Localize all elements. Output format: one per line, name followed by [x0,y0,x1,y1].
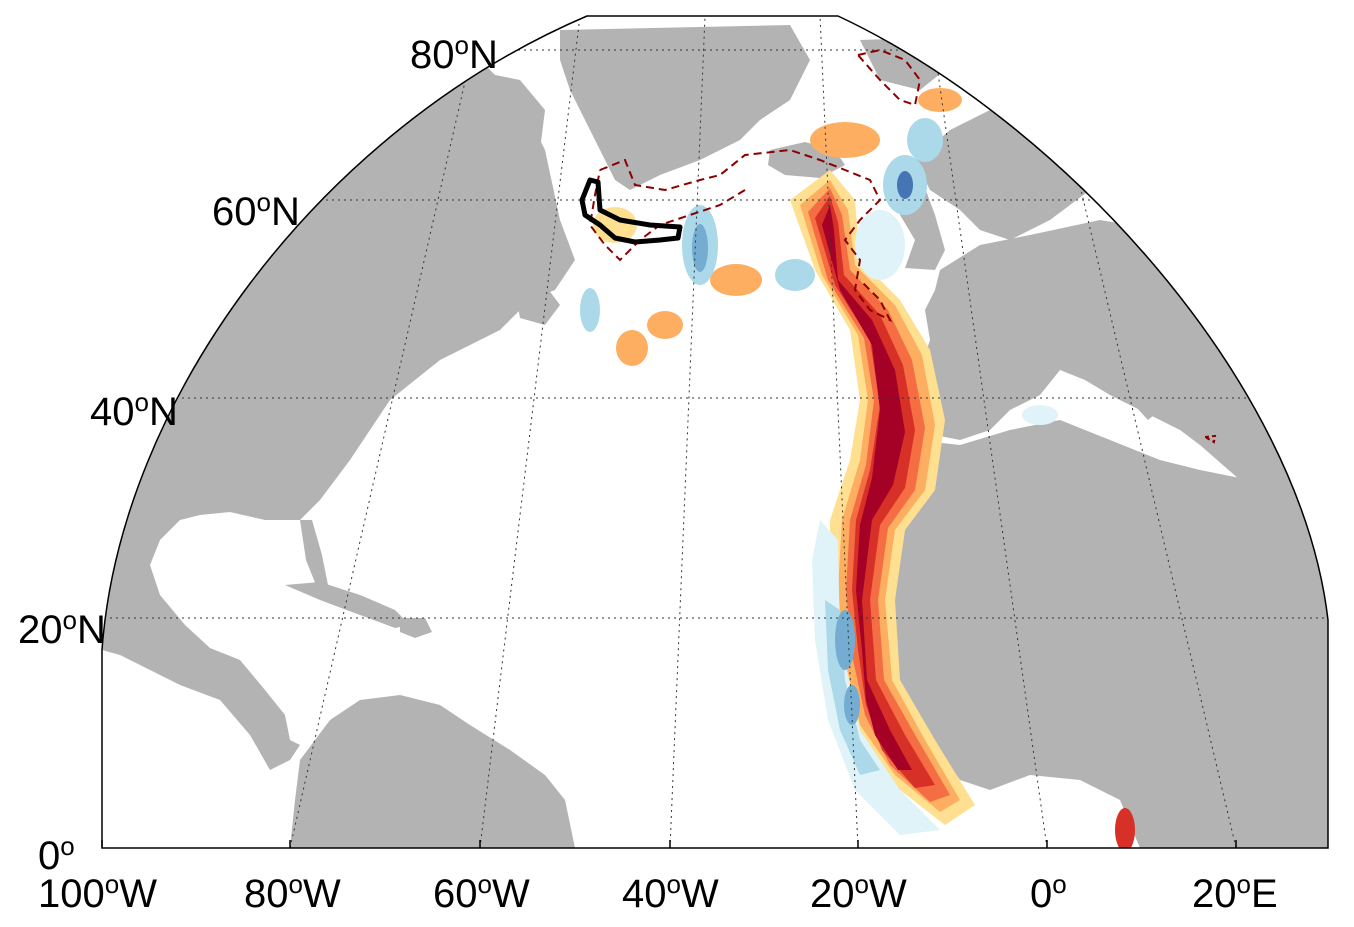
lon-label-60w: 60oW [433,869,530,916]
lat-label-40n: 40oN [90,387,178,434]
lon-label-0: 0o [1030,869,1067,916]
lon-label-80w: 80oW [244,869,341,916]
anomaly-warm-spot-nordic-1 [810,122,880,158]
bottom-ticks [101,840,1237,848]
land-cuba [285,582,410,628]
map-frame [101,15,1329,849]
ocean-gulf-guinea [980,790,1120,848]
anomaly-warm-spot-spg-1 [710,264,762,296]
lon-label-20w: 20oW [810,869,907,916]
dashed-contour-mediterranean [1201,434,1217,444]
lat-label-20n: 20oN [18,605,106,652]
lon-label-100w: 100oW [38,869,157,916]
land-hispaniola [400,618,432,638]
anomaly-warm-spot-nordic-2 [918,88,962,112]
lon-label-40w: 40oW [622,869,719,916]
land-africa [880,420,1328,848]
region-outline [579,177,683,245]
lon-label-20e: 20oE [1192,869,1278,916]
lat-label-60n: 60oN [212,187,300,234]
land-florida [300,520,328,590]
anomaly-warm-band [790,170,975,825]
anomaly-warm-spot-spg-2 [647,311,683,339]
land-baffin [420,70,545,160]
anomaly-warm-spot-spg-4 [593,207,637,243]
land-newfoundland [515,285,560,325]
land-south-america [290,695,575,848]
land-greenland [560,25,810,190]
meridians [289,16,1237,848]
anomaly-cool-areas [580,118,1058,835]
land-italy [1080,330,1160,420]
lat-label-0: 0o [38,831,75,878]
anomaly-warm-spot-spg-3 [616,330,648,366]
lat-label-80n: 80oN [410,30,498,77]
anomaly-warm-spot-gulf [1115,808,1135,848]
dashed-contour-svalbard [856,48,922,107]
dashed-contour [588,148,893,323]
